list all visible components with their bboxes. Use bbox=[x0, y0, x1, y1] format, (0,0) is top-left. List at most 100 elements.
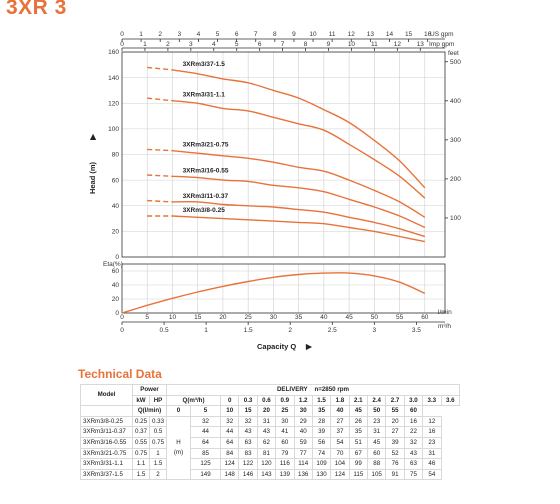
top-unit-usgpm: US gpm bbox=[430, 31, 453, 38]
head-value-cell: 43 bbox=[238, 426, 258, 438]
head-value-cell: 75 bbox=[403, 468, 424, 481]
head-value-cell: 29 bbox=[293, 415, 313, 428]
head-value-cell: 43 bbox=[256, 426, 277, 438]
usgpm-tick-label: 10 bbox=[309, 31, 317, 38]
head-value-cell: 37 bbox=[330, 426, 350, 438]
series-curve bbox=[172, 175, 426, 229]
empty-cell bbox=[80, 405, 133, 417]
usgpm-tick-label: 5 bbox=[216, 31, 220, 38]
feet-tick-label: 100 bbox=[450, 215, 461, 222]
eta-tick-label: 20 bbox=[112, 296, 120, 303]
technical-data-table: Model Power DELIVERY n=2850 rpm kW HP Q(… bbox=[80, 383, 461, 481]
head-value-cell: 139 bbox=[275, 468, 295, 481]
head-value-cell: 12 bbox=[422, 415, 442, 428]
lmin-tick-label: 30 bbox=[270, 314, 278, 321]
head-value-cell: 46 bbox=[422, 458, 442, 470]
usgpm-tick-label: 11 bbox=[329, 31, 336, 38]
lmin-tick-label: 25 bbox=[245, 314, 253, 321]
usgpm-tick-label: 12 bbox=[348, 31, 356, 38]
head-value-cell: 67 bbox=[348, 447, 369, 460]
head-value-cell: 26 bbox=[348, 415, 369, 428]
right-unit-feet: feet bbox=[448, 50, 459, 57]
head-value-cell: 22 bbox=[403, 426, 424, 438]
feet-tick-label: 300 bbox=[450, 137, 461, 144]
lmin-tick-label: 50 bbox=[371, 314, 379, 321]
series-curve-dashed bbox=[147, 148, 173, 152]
head-value-cell: 31 bbox=[256, 415, 277, 428]
head-value-cell: 120 bbox=[256, 458, 277, 470]
head-value-cell: 39 bbox=[311, 426, 332, 438]
h-label: H bbox=[176, 439, 181, 447]
series-curve-dashed bbox=[147, 97, 173, 102]
usgpm-tick-label: 1 bbox=[139, 31, 143, 38]
head-value-cell: 56 bbox=[311, 436, 332, 449]
main-plot-frame bbox=[121, 51, 446, 258]
head-value-cell: 16 bbox=[422, 426, 442, 438]
table-header-row-2: kW HP Q(m³/h) 0 0.3 0.6 0.9 1.2 1.5 1.8 2.1 2.4 2… bbox=[81, 394, 461, 407]
feet-tick-label: 500 bbox=[450, 59, 461, 66]
q-m3h-value: 3.6 bbox=[440, 394, 461, 407]
hp-cell: 0.75 bbox=[148, 436, 168, 449]
y-tick-label: 40 bbox=[112, 203, 120, 210]
q-m3h-value: 0 bbox=[220, 394, 240, 407]
head-value-cell: 31 bbox=[422, 447, 442, 460]
usgpm-tick-label: 6 bbox=[235, 31, 239, 38]
h-unit: (m) bbox=[173, 449, 184, 457]
q-m3h-value: 0.9 bbox=[275, 394, 295, 407]
m3h-tick-label: 2.5 bbox=[328, 327, 337, 334]
kw-cell: 1.5 bbox=[132, 468, 150, 481]
head-value-cell: 64 bbox=[220, 436, 240, 449]
head-value-cell: 60 bbox=[367, 447, 387, 460]
model-cell: 3XRm3/37-1.5 bbox=[80, 468, 133, 481]
kw-cell: 0.75 bbox=[132, 447, 150, 460]
table-row: 3XRm3/21-0.75 0.75 1 85 84 83 81 79 77 74 70 67 60 52… bbox=[80, 447, 460, 460]
head-value-cell: 116 bbox=[275, 458, 295, 470]
usgpm-tick-label: 7 bbox=[254, 31, 258, 38]
impgpm-tick-label: 0 bbox=[120, 41, 124, 48]
head-value-cell: 125 bbox=[190, 458, 222, 470]
q-m3h-value: 1.8 bbox=[330, 394, 350, 407]
head-value-cell: 146 bbox=[238, 468, 258, 481]
q-lmin-header: Q(l/min) bbox=[131, 405, 168, 417]
head-value-cell: 114 bbox=[293, 458, 313, 470]
q-lmin-value: 5 bbox=[190, 405, 222, 417]
m3h-tick-label: 0.5 bbox=[160, 327, 169, 334]
head-value-cell: 148 bbox=[220, 468, 240, 481]
eta-plot-frame bbox=[121, 263, 446, 314]
q-lmin-value: 55 bbox=[385, 405, 405, 417]
impgpm-tick-label: 5 bbox=[235, 41, 239, 48]
y-tick-label: 120 bbox=[108, 100, 119, 107]
head-value-cell: 32 bbox=[190, 415, 222, 428]
model-cell: 3XRm3/21-0.75 bbox=[80, 447, 133, 460]
m3h-tick-label: 1 bbox=[204, 327, 208, 334]
impgpm-tick-label: 8 bbox=[304, 41, 308, 48]
q-m3h-value: 2.1 bbox=[348, 394, 369, 407]
q-lmin-value: 45 bbox=[348, 405, 369, 417]
y-axis-arrow: ▶ bbox=[88, 133, 97, 141]
feet-tick-label: 200 bbox=[450, 176, 461, 183]
series-curve bbox=[172, 215, 425, 243]
unit-m3h: m³/h bbox=[438, 323, 451, 330]
head-value-cell: 70 bbox=[330, 447, 350, 460]
q-lmin-value: 50 bbox=[367, 405, 387, 417]
head-value-cell: 35 bbox=[348, 426, 369, 438]
table-row: 3XRm3/8-0.25 0.25 0.33 H (m) 32 32 32 31 30 29 28 27… bbox=[80, 415, 460, 481]
lmin-tick-label: 40 bbox=[320, 314, 328, 321]
head-value-cell: 39 bbox=[385, 436, 405, 449]
q-m3h-value: 2.7 bbox=[385, 394, 405, 407]
series-curve bbox=[172, 150, 426, 218]
head-value-cell: 124 bbox=[330, 468, 350, 481]
impgpm-tick-label: 6 bbox=[258, 41, 262, 48]
head-value-cell: 27 bbox=[385, 426, 405, 438]
eta-tick-label: 40 bbox=[112, 282, 120, 289]
hp-cell: 0.33 bbox=[148, 415, 168, 428]
eta-tick-label: 60 bbox=[112, 268, 120, 275]
impgpm-tick-label: 9 bbox=[327, 41, 331, 48]
series-curve bbox=[172, 69, 426, 189]
series-label: 3XRm3/8-0.25 bbox=[183, 207, 226, 214]
model-header: Model bbox=[80, 383, 133, 407]
q-m3h-value: 2.4 bbox=[367, 394, 387, 407]
usgpm-tick-label: 9 bbox=[292, 31, 296, 38]
page-title: 3XR 3 bbox=[6, 0, 67, 19]
head-value-cell: 79 bbox=[275, 447, 295, 460]
